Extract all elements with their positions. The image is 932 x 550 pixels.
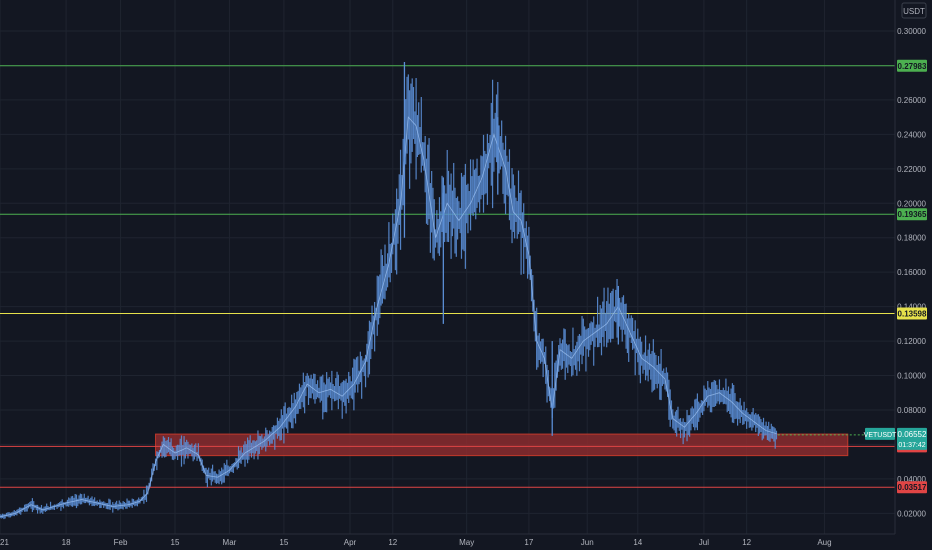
support-zone-rect — [155, 433, 849, 457]
price-level-badge — [897, 307, 927, 320]
price-tick-label: 0.14000 — [897, 303, 926, 312]
price-level-badge — [897, 59, 927, 72]
price-tick-label: 0.02000 — [897, 509, 926, 518]
time-axis[interactable]: 2021 18 Feb 15 Mar 15 Apr 12 May 17 Jun 14 Jul 12 Aug — [0, 538, 832, 547]
time-tick-label: 15 — [279, 538, 288, 547]
price-level-label: 0.03517 — [898, 483, 927, 492]
price-tick-label: 0.16000 — [897, 268, 926, 277]
time-tick-label: Jun — [581, 538, 594, 547]
time-tick-label: 17 — [524, 538, 533, 547]
price-tick-label: 0.12000 — [897, 337, 926, 346]
currency-badge[interactable]: USDT — [901, 2, 927, 19]
time-tick-label: May — [459, 538, 474, 547]
price-tick-label: 0.08000 — [897, 406, 926, 415]
time-tick-label: 12 — [388, 538, 397, 547]
symbol-label: VETUSDT — [864, 432, 897, 439]
price-tick-label: 0.30000 — [897, 27, 926, 36]
time-tick-label: 12 — [742, 538, 751, 547]
time-tick-label: Feb — [114, 538, 128, 547]
price-level-label: 0.19365 — [898, 210, 927, 219]
price-level-label: 0.13598 — [898, 310, 927, 319]
symbol-badge — [865, 427, 895, 440]
time-tick-label: 2021 — [0, 538, 9, 547]
price-tick-label: 0.26000 — [897, 96, 926, 105]
support-zone — [155, 433, 849, 457]
price-series — [0, 62, 778, 520]
last-price-value: 0.06552 — [898, 430, 927, 439]
time-tick-label: Aug — [817, 538, 831, 547]
bar-countdown: 01:37:42 — [898, 442, 925, 449]
currency-badge-box — [901, 2, 927, 19]
price-tick-label: 0.18000 — [897, 234, 926, 243]
currency-label: USDT — [903, 7, 925, 16]
price-tick-label: 0.10000 — [897, 372, 926, 381]
price-level-labels: 0.279830.193650.135980.058840.03517VETUS… — [777, 59, 927, 494]
time-tick-label: Jul — [699, 538, 709, 547]
price-level-badge — [897, 208, 927, 221]
price-line — [0, 116, 777, 518]
time-tick-label: 15 — [171, 538, 180, 547]
time-tick-label: Mar — [223, 538, 237, 547]
price-tick-label: 0.04000 — [897, 475, 926, 484]
price-tick-label: 0.24000 — [897, 130, 926, 139]
time-tick-label: 14 — [633, 538, 642, 547]
price-tick-label: 0.22000 — [897, 165, 926, 174]
price-tick-label: 0.20000 — [897, 199, 926, 208]
time-tick-label: 18 — [62, 538, 71, 547]
last-price-badge — [897, 427, 927, 450]
price-level-badge — [897, 481, 927, 494]
price-level-label: 0.27983 — [898, 62, 927, 71]
time-tick-label: Apr — [344, 538, 357, 547]
